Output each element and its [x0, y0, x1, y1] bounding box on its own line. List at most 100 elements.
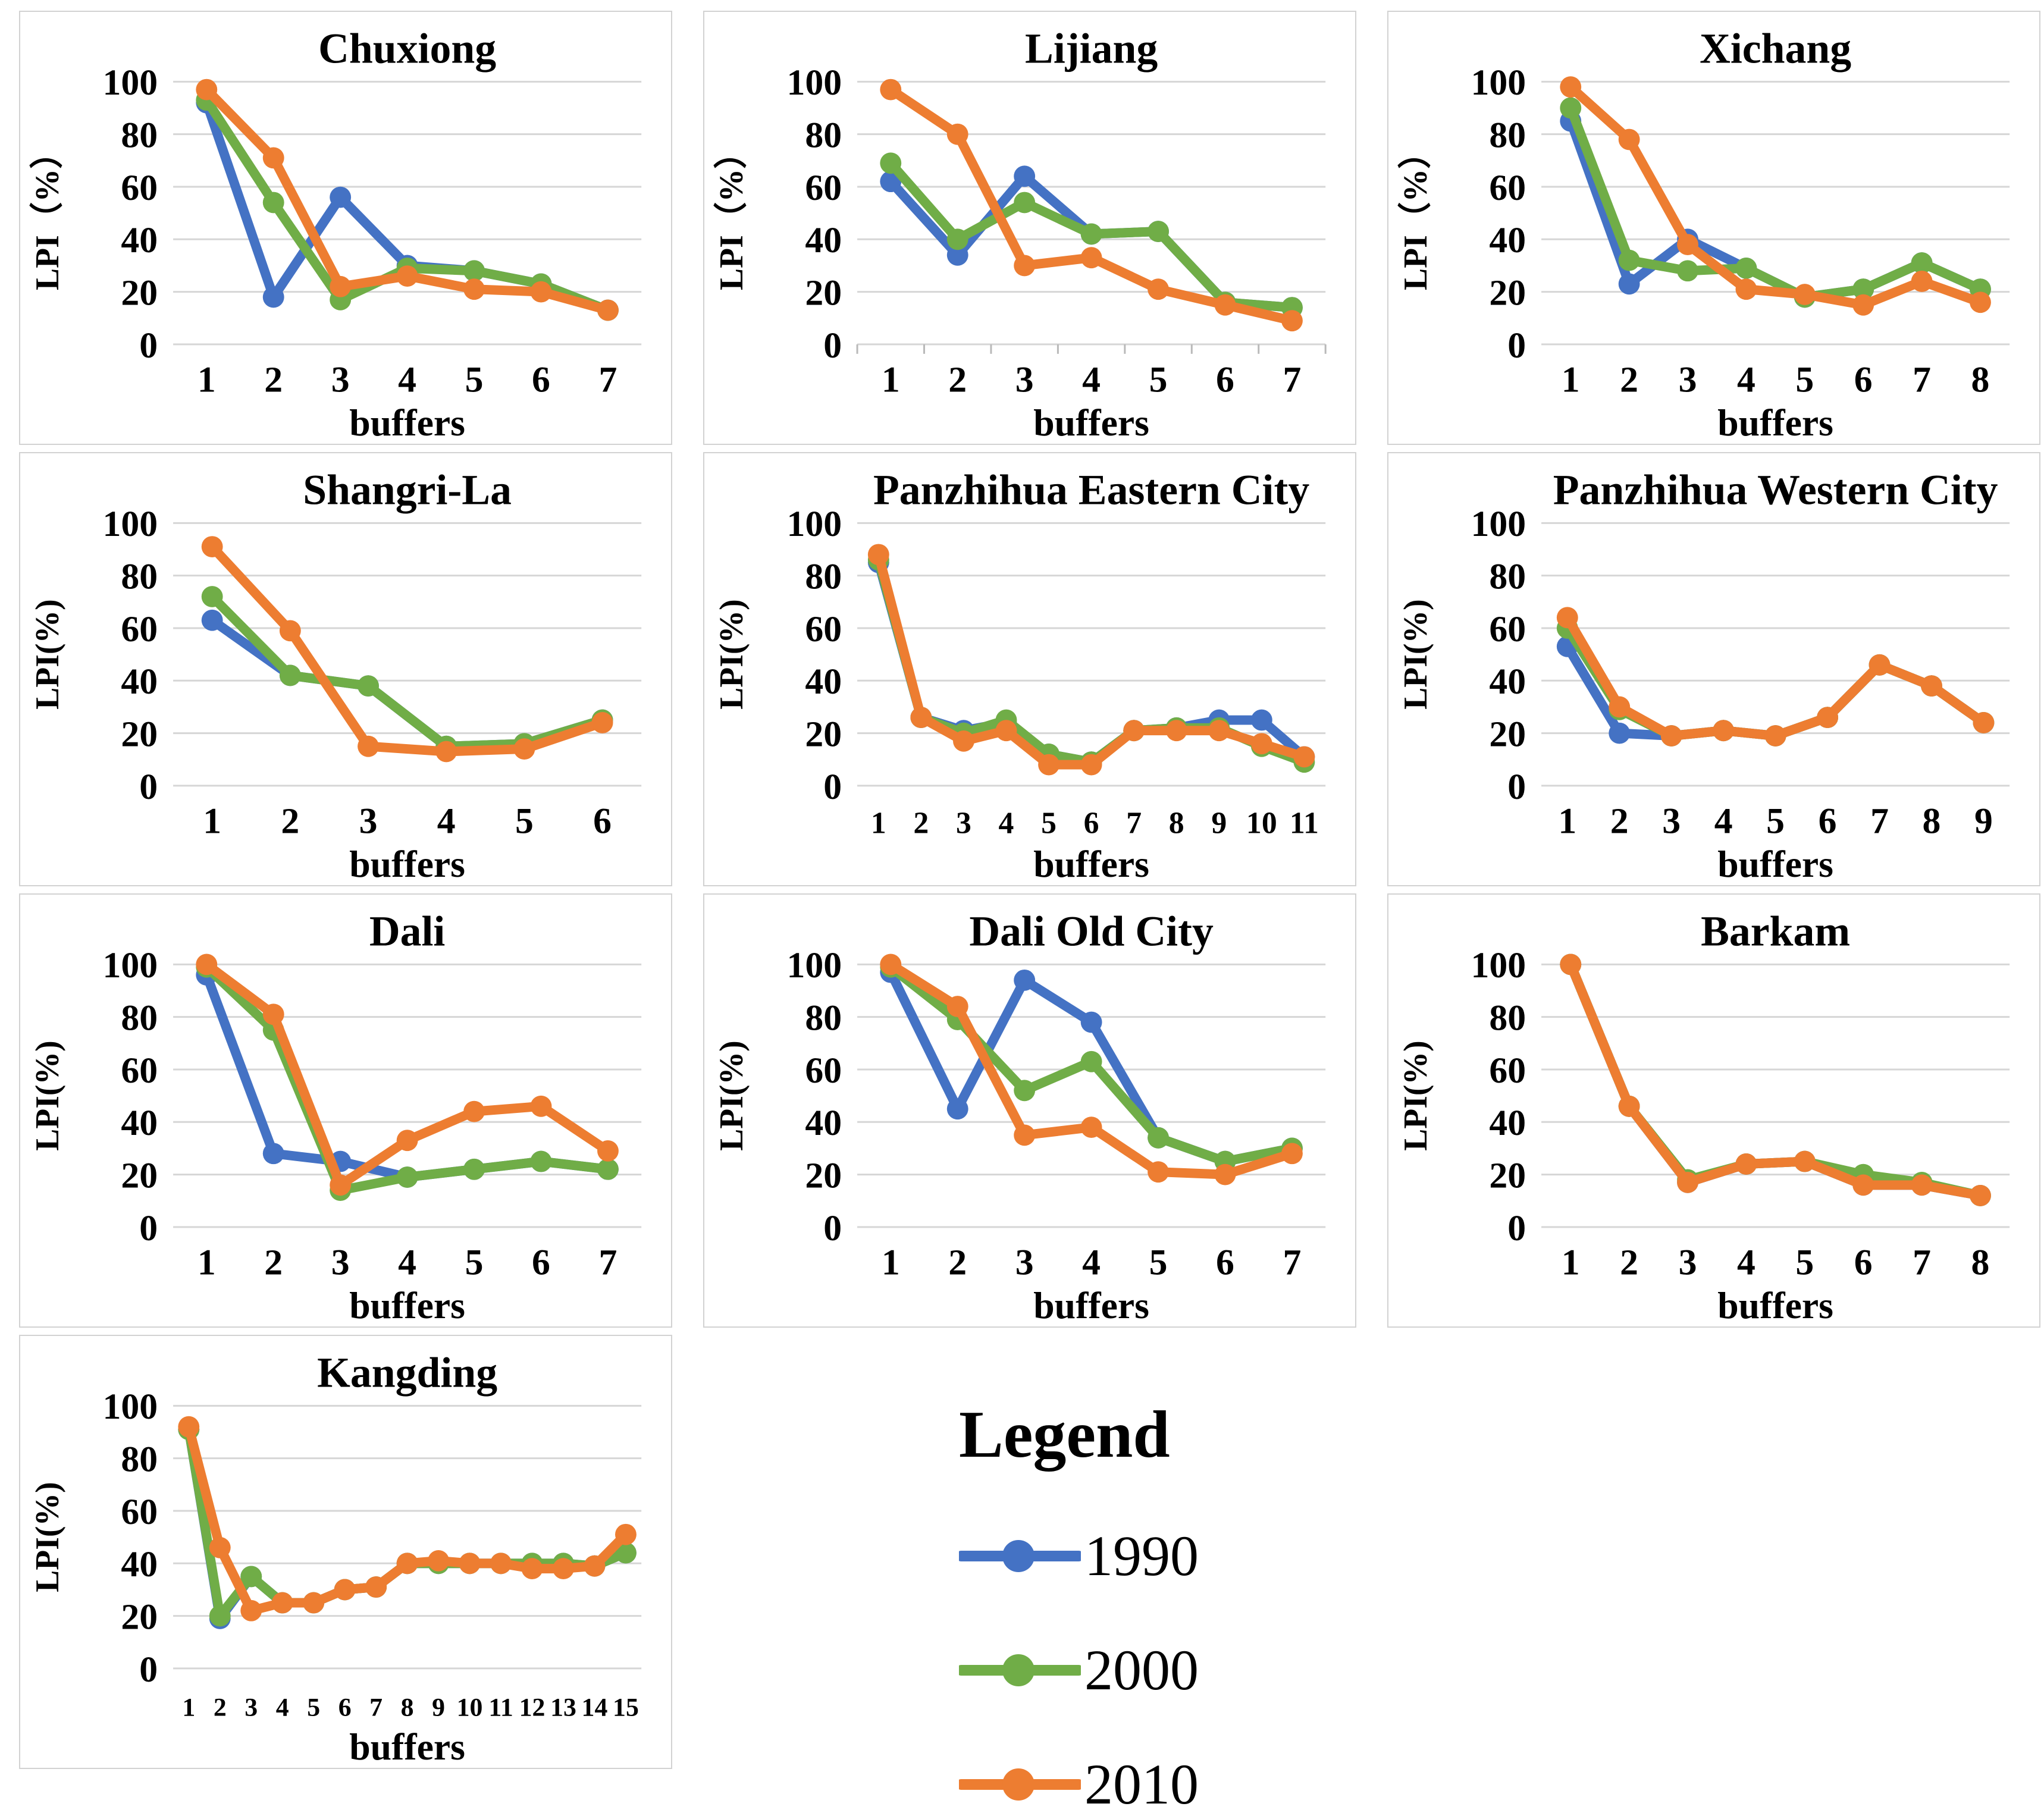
svg-text:3: 3 [359, 801, 378, 842]
svg-text:8: 8 [1971, 1243, 1990, 1283]
svg-text:4: 4 [1714, 801, 1733, 842]
chart-panel-lijiang: Lijiang 0 20 40 60 80 100 LPI（%） 1 2 3 4 5 6 7 buffers [703, 11, 1356, 445]
svg-text:20: 20 [805, 1156, 842, 1196]
svg-text:13: 13 [550, 1693, 576, 1722]
svg-text:2: 2 [1620, 1243, 1638, 1283]
svg-text:6: 6 [1084, 807, 1099, 840]
svg-text:60: 60 [121, 1050, 158, 1091]
svg-text:11: 11 [488, 1693, 513, 1722]
chart-panel-shangri-la: Shangri-La 0 20 40 60 80 100 LPI(%) 1 2 3 4 5 6 buffer… [19, 452, 672, 886]
svg-text:100: 100 [787, 945, 842, 986]
svg-text:5: 5 [1766, 801, 1785, 842]
svg-text:5: 5 [1149, 1243, 1168, 1283]
chart-dali-old-city: Dali Old City 0 20 40 60 80 100 LPI(%) 1 2 3 4 5 6 7 bu… [713, 908, 1326, 1326]
svg-text:4: 4 [999, 807, 1014, 840]
svg-text:20: 20 [1489, 1156, 1526, 1196]
svg-text:6: 6 [1819, 801, 1837, 842]
line-marker-icon [959, 1654, 1081, 1686]
svg-text:0: 0 [139, 767, 158, 807]
svg-text:LPI（%）: LPI（%） [1397, 136, 1434, 290]
svg-text:7: 7 [1283, 1243, 1302, 1283]
svg-text:60: 60 [1489, 168, 1526, 208]
svg-text:9: 9 [1974, 801, 1993, 842]
empty-cell [1387, 1335, 2040, 1769]
svg-text:15: 15 [613, 1693, 639, 1722]
legend-label-2010: 2010 [1084, 1752, 1199, 1816]
svg-text:3: 3 [244, 1693, 258, 1722]
svg-text:3: 3 [956, 807, 971, 840]
svg-text:Panzhihua Western City: Panzhihua Western City [1553, 466, 1998, 514]
svg-text:2: 2 [264, 360, 283, 400]
svg-text:60: 60 [121, 1492, 158, 1532]
svg-text:80: 80 [121, 1439, 158, 1480]
svg-text:40: 40 [805, 661, 842, 702]
chart-panel-xichang: Xichang 0 20 40 60 80 100 LPI（%） 1 2 3 4 5 6 7 8 buffers [1387, 11, 2040, 445]
svg-text:3: 3 [1015, 1243, 1034, 1283]
svg-text:0: 0 [139, 325, 158, 366]
svg-text:1: 1 [182, 1693, 195, 1722]
legend-title: Legend [959, 1398, 1170, 1472]
svg-text:60: 60 [1489, 609, 1526, 650]
svg-text:7: 7 [1913, 360, 1931, 400]
svg-text:Shangri-La: Shangri-La [303, 466, 512, 514]
svg-text:40: 40 [805, 220, 842, 261]
svg-text:40: 40 [121, 661, 158, 702]
svg-text:2: 2 [948, 360, 967, 400]
svg-text:0: 0 [823, 325, 842, 366]
svg-text:buffers: buffers [1717, 1284, 1833, 1326]
svg-text:100: 100 [103, 62, 158, 103]
svg-text:3: 3 [1662, 801, 1681, 842]
svg-text:20: 20 [805, 273, 842, 313]
svg-text:4: 4 [437, 801, 456, 842]
svg-text:8: 8 [1971, 360, 1990, 400]
svg-text:Panzhihua Eastern City: Panzhihua Eastern City [873, 466, 1309, 514]
svg-text:4: 4 [1082, 360, 1101, 400]
svg-text:0: 0 [823, 1208, 842, 1249]
svg-text:7: 7 [599, 360, 617, 400]
svg-text:3: 3 [1679, 360, 1697, 400]
svg-text:4: 4 [1082, 1243, 1101, 1283]
svg-text:60: 60 [805, 1050, 842, 1091]
svg-text:40: 40 [121, 1103, 158, 1143]
svg-text:2: 2 [281, 801, 299, 842]
svg-text:buffers: buffers [349, 402, 465, 444]
svg-text:Kangding: Kangding [317, 1349, 497, 1397]
legend-item-1990: 1990 [959, 1527, 1356, 1585]
svg-text:3: 3 [331, 1243, 350, 1283]
svg-text:7: 7 [369, 1693, 383, 1722]
svg-text:60: 60 [1489, 1050, 1526, 1091]
svg-text:buffers: buffers [1033, 402, 1149, 444]
svg-text:20: 20 [121, 1597, 158, 1638]
svg-text:4: 4 [398, 360, 416, 400]
svg-text:80: 80 [1489, 115, 1526, 156]
svg-text:3: 3 [1015, 360, 1034, 400]
svg-text:LPI(%): LPI(%) [1397, 599, 1434, 710]
svg-text:10: 10 [457, 1693, 483, 1722]
chart-dali: Dali 0 20 40 60 80 100 LPI(%) 1 2 3 4 5 6 7 buffers [29, 908, 642, 1326]
svg-text:100: 100 [103, 945, 158, 986]
svg-text:9: 9 [432, 1693, 445, 1722]
svg-text:20: 20 [121, 1156, 158, 1196]
line-marker-icon [959, 1539, 1081, 1572]
svg-text:8: 8 [1169, 807, 1184, 840]
svg-text:buffers: buffers [1717, 843, 1833, 885]
svg-text:2: 2 [913, 807, 929, 840]
svg-text:Dali: Dali [369, 908, 446, 955]
svg-text:7: 7 [1126, 807, 1142, 840]
chart-panel-panzhihua-western-city: Panzhihua Western City 0 20 40 60 80 100 LPI(%)… [1387, 452, 2040, 886]
legend-label-2000: 2000 [1084, 1638, 1199, 1702]
chart-chuxiong: Chuxiong 0 20 40 60 80 100 LPI（%） 1 2 3 4 5 6 7 buffers [29, 25, 642, 444]
svg-text:6: 6 [1854, 1243, 1873, 1283]
svg-text:1: 1 [203, 801, 221, 842]
svg-text:0: 0 [139, 1208, 158, 1249]
svg-text:100: 100 [1471, 504, 1526, 544]
legend-panel: Legend 1990 2000 2 [703, 1335, 1356, 1812]
svg-text:buffers: buffers [349, 1726, 465, 1768]
chart-panel-dali: Dali 0 20 40 60 80 100 LPI(%) 1 2 3 4 5 6 7 buffers [19, 893, 672, 1328]
svg-text:40: 40 [121, 1544, 158, 1585]
svg-text:6: 6 [593, 801, 612, 842]
svg-text:LPI(%): LPI(%) [29, 1482, 66, 1592]
svg-text:LPI(%): LPI(%) [29, 599, 66, 710]
svg-text:Dali Old City: Dali Old City [969, 908, 1214, 955]
svg-text:7: 7 [1870, 801, 1889, 842]
